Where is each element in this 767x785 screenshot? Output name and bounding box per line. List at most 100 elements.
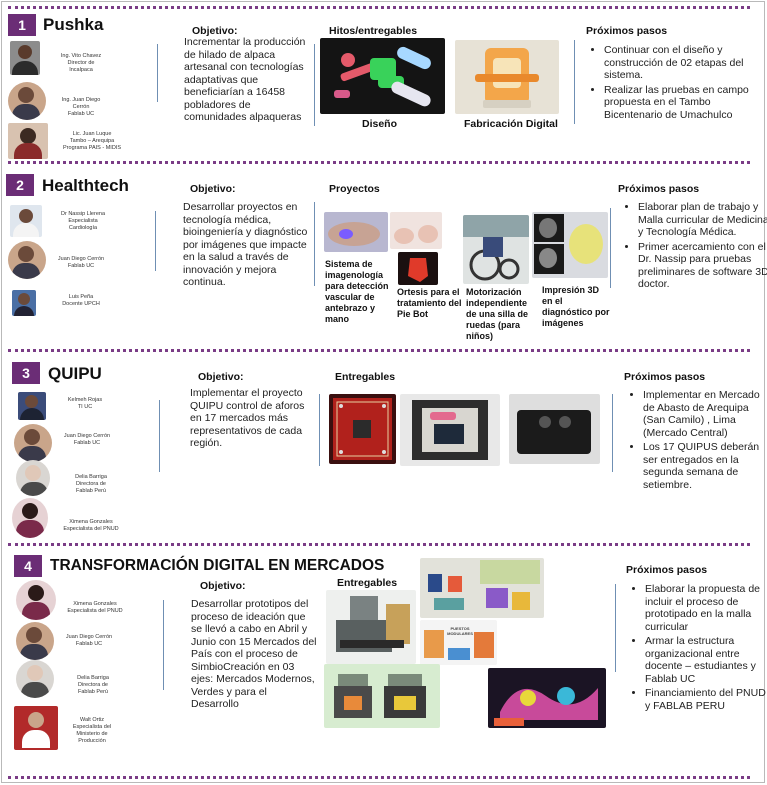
objective-label: Objetivo: [190,183,236,195]
person-name: Dr Nassip Llerena Especialista Cardiolog… [60,211,106,231]
person-name: Delia Barriga Directora de Fablab Perú [77,675,109,695]
objective-text: Desarrollar proyectos en tecnología médi… [183,201,308,288]
avatar [14,706,58,750]
person-name: Walt Ortiz Especialista del Ministerio d… [72,717,112,744]
avatar [16,622,54,660]
quipu-enclosure-image [400,394,500,466]
separator-bottom [8,776,750,779]
next-step-item: Primer acercamiento con el Dr. Nassip pa… [638,241,767,291]
quipu-sensor-image [509,394,600,464]
objective-text: Implementar el proyecto QUIPU control de… [190,387,305,449]
orthosis-image [390,212,442,249]
deliverables-label: Entregables [337,577,398,589]
section-title: Pushka [43,15,104,34]
person-name: Ing. Juan Diego Cerrón Fablab UC [61,97,101,117]
next-steps-list: Implementar en Mercado de Abasto de Areq… [629,389,767,493]
next-steps-list: Elaborar la propuesta de incluir el proc… [631,583,767,714]
next-steps-label: Próximos pasos [618,183,700,195]
market-concept-image [420,558,544,618]
next-step-item: Armar la estructura organizacional entre… [645,635,767,685]
next-step-item: Realizar las pruebas en campo propuesta … [604,84,767,122]
next-steps-label: Próximos pasos [586,25,668,37]
objective-label: Objetivo: [198,371,244,383]
objective-label: Objetivo: [200,580,246,592]
vascular-imaging-image [324,212,388,252]
avatar [12,498,48,538]
section-pushka: 1 Pushka Ing. Vito Chavez Director de In… [0,0,767,160]
divider [612,394,613,472]
next-step-item: Elaborar la propuesta de incluir el proc… [645,583,767,633]
objective-label: Objetivo: [192,25,238,37]
3d-print-diagnostic-image [532,212,608,278]
person-name: Juan Diego Cerrón Fablab UC [57,256,105,269]
avatar [8,241,46,279]
deliverables-label: Proyectos [329,183,380,195]
objective-text: Desarrollar prototipos del proceso de id… [191,598,317,710]
next-steps-label: Próximos pasos [624,371,706,383]
caption: Ortesis para el tratamiento del Pie Bot [397,287,462,319]
person-name: Lic. Juan Luque Tambo – Arequipa Program… [63,131,121,151]
next-step-item: Financiamiento del PNUD y FABLAB PERU [645,687,767,712]
person-name: Ximena Gonzales Especialista del PNUD [67,601,123,614]
modular-stalls-poster: PUESTOS MODULARES [420,620,497,665]
caption: Motorización independiente de una silla … [466,287,529,341]
avatar [8,82,46,120]
separator-3 [8,543,750,546]
avatar [16,660,54,698]
wheelchair-image [463,215,529,284]
next-step-item: Los 17 QUIPUS deberán ser entregados en … [643,441,767,491]
divider [319,394,320,466]
person-name: Juan Diego Cerrón Fablab UC [63,433,111,446]
section-number: 1 [8,14,36,36]
separator-top [8,6,750,9]
orthosis-device-image [398,252,438,285]
deliverables-label: Hitos/entregables [329,25,418,37]
avatar [10,205,42,237]
section-title: QUIPU [48,364,102,383]
caption: Impresión 3D en el diagnóstico por imáge… [542,285,610,328]
next-steps-list: Continuar con el diseño y construcción d… [590,44,767,123]
divider [155,211,156,271]
separator-1 [8,161,750,164]
divider [159,400,160,472]
avatar [12,290,36,316]
caption: Sistema de imagenología para detección v… [325,259,389,324]
market-mural-image [488,668,606,728]
section-quipu: 3 QUIPU Kelmeh Rojas TI UC Juan Diego Ce… [0,0,767,542]
section-healthtech: 2 Healthtech Dr Nassip Llerena Especiali… [0,0,767,348]
person-name: Juan Diego Cerrón Fablab UC [65,634,113,647]
avatar [16,580,56,620]
next-steps-label: Próximos pasos [626,564,708,576]
section-number: 3 [12,362,40,384]
avatar [16,460,50,496]
avatar [8,123,48,159]
quipu-board-image [329,394,396,464]
avatar [14,424,52,462]
objective-text: Incrementar la producción de hilado de a… [184,36,306,123]
person-name: Ximena Gonzales Especialista del PNUD [63,519,119,532]
fabrication-image [455,40,559,114]
next-step-item: Implementar en Mercado de Abasto de Areq… [643,389,767,439]
design-render-image [320,38,445,114]
person-name: Ing. Vito Chavez Director de Incalpaca [60,53,102,73]
caption: Diseño [362,118,398,130]
person-name: Delia Barriga Directora de Fablab Perú [75,474,107,494]
person-name: Luis Peña Docente UPCH [62,294,100,307]
next-step-item: Continuar con el diseño y construcción d… [604,44,767,82]
divider [314,202,315,286]
section-number: 2 [6,174,34,196]
divider [163,600,164,690]
divider [314,44,315,126]
divider [574,40,575,124]
section-number: 4 [14,555,42,577]
person-name: Kelmeh Rojas TI UC [67,397,103,410]
market-module-image [326,590,416,664]
divider [157,44,158,102]
separator-2 [8,349,750,352]
next-step-item: Elaborar plan de trabajo y Malla curricu… [638,201,767,239]
avatar [18,392,46,420]
next-steps-list: Elaborar plan de trabajo y Malla curricu… [624,201,767,293]
divider [610,208,611,288]
